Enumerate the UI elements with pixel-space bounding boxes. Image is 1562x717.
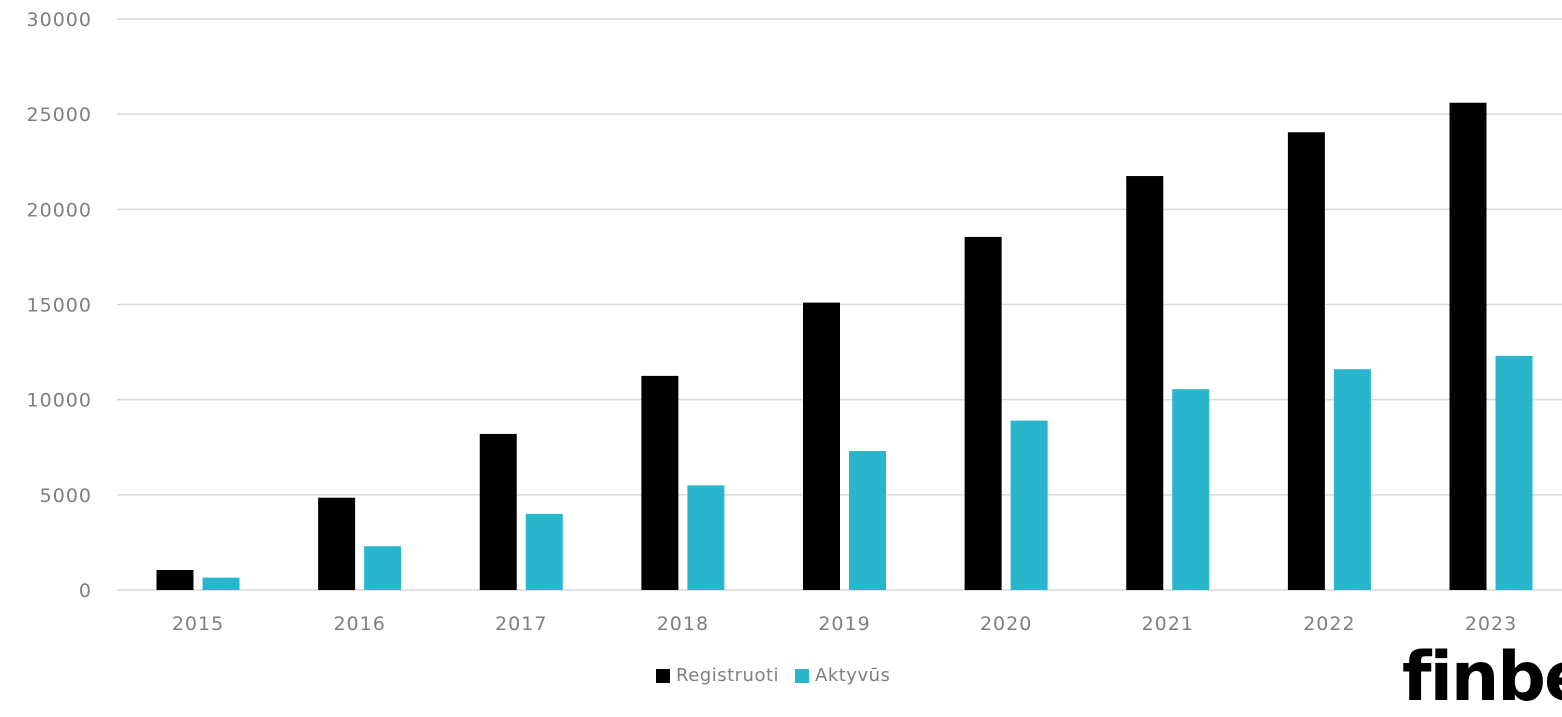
y-axis-ticks: 0 5000 10000 15000 20000 25000 30000 xyxy=(27,9,92,602)
x-tick-label: 2016 xyxy=(333,613,385,635)
y-tick-label: 25000 xyxy=(27,104,92,126)
bar-aktyvus-2021 xyxy=(1172,389,1210,590)
x-tick-label: 2019 xyxy=(818,613,870,635)
x-tick-label: 2018 xyxy=(657,613,709,635)
bar-registruoti-2021 xyxy=(1126,176,1164,590)
y-tick-label: 20000 xyxy=(27,199,92,221)
y-tick-label: 30000 xyxy=(27,9,92,31)
bar-aktyvus-2022 xyxy=(1333,369,1371,590)
bar-registruoti-2016 xyxy=(318,497,356,590)
legend: Registruoti Aktyvūs xyxy=(656,665,906,686)
bar-registruoti-2023 xyxy=(1449,102,1487,590)
bar-aktyvus-2018 xyxy=(687,485,725,590)
bar-registruoti-2017 xyxy=(479,433,517,590)
legend-label-aktyvus: Aktyvūs xyxy=(815,665,891,686)
legend-swatch-registruoti xyxy=(656,668,670,683)
x-tick-label: 2022 xyxy=(1303,613,1355,635)
y-tick-label: 5000 xyxy=(40,485,92,507)
y-tick-label: 15000 xyxy=(27,295,92,317)
bar-registruoti-2022 xyxy=(1287,132,1325,590)
bar-aktyvus-2017 xyxy=(525,513,563,590)
x-tick-label: 2017 xyxy=(495,613,547,635)
legend-item-registruoti: Registruoti xyxy=(656,665,779,686)
bar-aktyvus-2020 xyxy=(1010,420,1048,590)
bar-registruoti-2018 xyxy=(641,375,679,590)
x-tick-label: 2015 xyxy=(172,613,224,635)
bar-aktyvus-2019 xyxy=(849,451,886,590)
bar-aktyvus-2016 xyxy=(364,546,402,590)
y-tick-label: 10000 xyxy=(27,390,92,412)
x-tick-label: 2023 xyxy=(1465,613,1517,635)
legend-swatch-aktyvus xyxy=(795,668,810,683)
y-tick-label: 0 xyxy=(79,580,92,602)
bar-registruoti-2015 xyxy=(156,570,194,590)
bar-registruoti-2020 xyxy=(964,236,1002,590)
x-axis-ticks: 2015 2016 2017 2018 2019 2020 2021 2022 2023 xyxy=(172,613,1517,635)
finbee-logo: finbe xyxy=(1402,638,1562,717)
bar-aktyvus-2023 xyxy=(1495,355,1533,590)
bar-aktyvus-2015 xyxy=(202,577,240,590)
bars xyxy=(156,102,1533,590)
x-tick-label: 2020 xyxy=(980,613,1032,635)
x-tick-label: 2021 xyxy=(1142,613,1194,635)
legend-label-registruoti: Registruoti xyxy=(676,665,780,686)
legend-item-aktyvus: Aktyvūs xyxy=(795,665,890,686)
bar-registruoti-2019 xyxy=(803,302,840,590)
